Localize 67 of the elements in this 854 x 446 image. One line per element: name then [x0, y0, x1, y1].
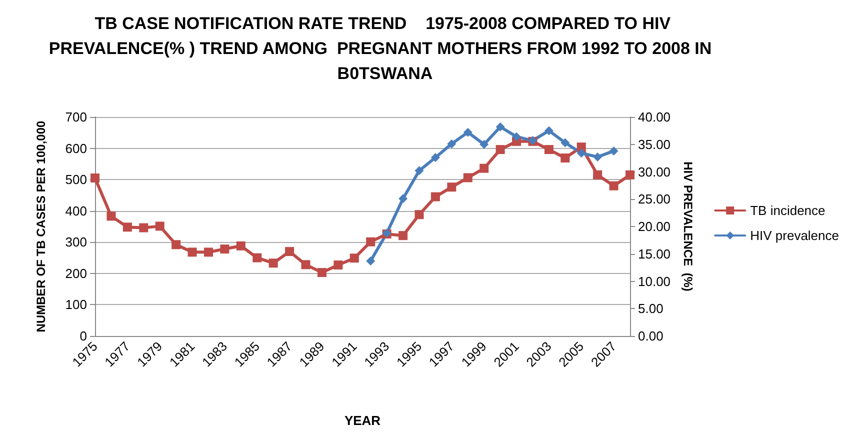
y2-tick-label: 20.00 [638, 219, 671, 234]
y2-tick-label: 10.00 [638, 274, 671, 289]
point [609, 181, 618, 190]
point [252, 253, 262, 262]
point [139, 223, 148, 232]
y2-tick-label: 25.00 [638, 192, 671, 207]
point [576, 148, 586, 158]
point [204, 248, 213, 257]
point [512, 132, 522, 142]
y-tick-label: 100 [65, 297, 87, 312]
y-tick-label: 400 [65, 203, 87, 218]
point [626, 170, 634, 180]
y2-tick-label: 40.00 [638, 110, 671, 124]
point [560, 153, 570, 162]
y-tick-label: 500 [65, 172, 87, 188]
y2-tick-label: 30.00 [638, 164, 671, 180]
point [463, 128, 472, 137]
y-tick-label: 200 [65, 266, 87, 281]
point [480, 164, 489, 173]
point [317, 268, 326, 277]
point [447, 182, 456, 192]
point [236, 241, 246, 250]
point [480, 140, 489, 149]
chart-title: TB CASE NOTIFICATION RATE TREND 1975-2008 COMPARED TO HIV PREVALENCE(% ) TREND AMONG PREGNANT MOTHERS FROM 1992 TO 2008 IN B0TSWANA [48, 14, 722, 83]
point [155, 222, 164, 231]
point [301, 260, 310, 270]
point [366, 237, 376, 246]
point [544, 126, 554, 136]
y-axis-title: NUMBER OF TB CASES PER 100,000 [34, 120, 48, 332]
y2-tick-label: 15.00 [638, 246, 671, 262]
point [593, 170, 602, 180]
point [609, 146, 618, 156]
legend-label: HIV prevalence [750, 228, 840, 243]
point [496, 122, 505, 132]
point [366, 256, 376, 266]
y2-tick-label: 0.00 [638, 328, 664, 344]
y2-tick-label: 5.00 [638, 301, 664, 316]
point [414, 210, 424, 220]
y-tick-label: 600 [65, 140, 87, 156]
y-tick-label: 0 [80, 328, 87, 344]
point [188, 248, 197, 257]
point [106, 212, 116, 221]
point [398, 194, 408, 204]
y-tick-label: 300 [65, 234, 87, 250]
point [560, 138, 570, 148]
y2-axis-title: HIV PREVALENCE (%) [681, 162, 695, 292]
point [496, 145, 505, 154]
point [334, 260, 343, 270]
x-axis-title: YEAR [344, 413, 382, 428]
point [447, 139, 456, 148]
y-tick-label: 700 [65, 110, 87, 124]
y2-tick-label: 35.00 [638, 136, 671, 152]
point [350, 254, 359, 263]
point [430, 192, 440, 202]
point [398, 231, 408, 240]
point [268, 258, 278, 268]
point [90, 174, 100, 183]
point [593, 152, 602, 162]
point [122, 222, 132, 232]
point [544, 145, 554, 154]
legend-label: TB incidence [750, 203, 826, 218]
point [414, 166, 424, 176]
point [463, 173, 472, 182]
point [285, 247, 294, 256]
point [430, 153, 440, 162]
point [220, 244, 230, 254]
point [172, 240, 181, 250]
